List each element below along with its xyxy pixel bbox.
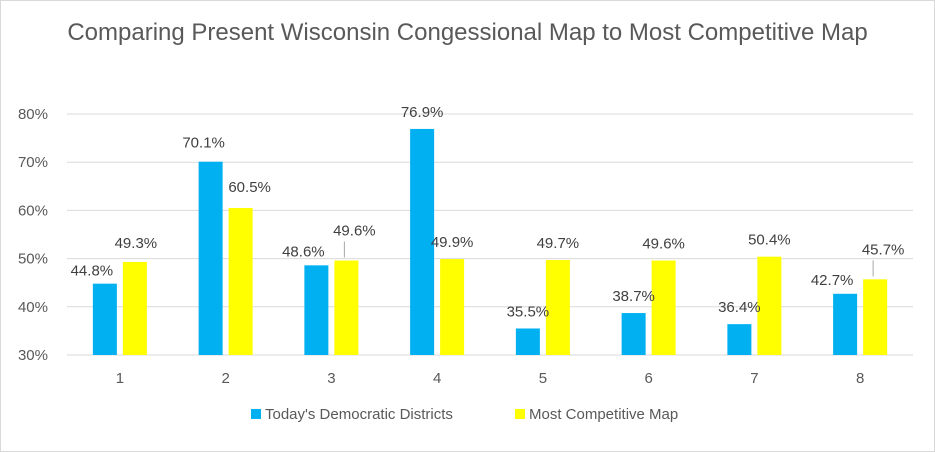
bars xyxy=(92,128,888,355)
bar xyxy=(440,259,465,355)
data-label: 48.6% xyxy=(282,243,325,260)
data-label: 35.5% xyxy=(507,303,550,320)
x-tick-label: 7 xyxy=(750,370,758,387)
x-tick-label: 3 xyxy=(327,370,335,387)
y-tick-label: 40% xyxy=(18,299,48,316)
y-tick-label: 30% xyxy=(18,347,48,364)
data-label: 36.4% xyxy=(718,299,761,316)
bar xyxy=(863,279,888,355)
data-label: 49.6% xyxy=(333,223,376,240)
data-label: 44.8% xyxy=(71,263,114,280)
y-axis: 30% 40% 50% 60% 70% 80% xyxy=(18,106,48,364)
y-tick-label: 80% xyxy=(18,106,48,123)
legend-label: Today's Democratic Districts xyxy=(265,406,453,423)
bar xyxy=(651,260,676,355)
bar xyxy=(757,256,782,355)
x-tick-label: 2 xyxy=(221,370,229,387)
bar xyxy=(228,207,253,355)
x-axis: 1 2 3 4 5 6 7 8 xyxy=(116,370,865,387)
data-label: 49.9% xyxy=(431,234,474,251)
y-tick-label: 60% xyxy=(18,202,48,219)
bar xyxy=(198,161,223,355)
data-labels: 44.8%49.3% 70.1% 60.5% 48.6% 49.6% 76.9% 49.9%… xyxy=(71,104,905,321)
legend-label: Most Competitive Map xyxy=(529,406,678,423)
data-label: 49.6% xyxy=(642,236,685,253)
data-label: 76.9% xyxy=(401,104,444,121)
x-tick-label: 6 xyxy=(644,370,652,387)
x-tick-label: 4 xyxy=(433,370,441,387)
bar xyxy=(545,260,570,355)
bar xyxy=(727,324,752,355)
bar xyxy=(410,128,435,355)
x-tick-label: 8 xyxy=(856,370,864,387)
legend-swatch xyxy=(251,409,261,419)
bar xyxy=(304,265,329,355)
x-tick-label: 5 xyxy=(539,370,547,387)
data-label: 49.3% xyxy=(115,235,158,252)
data-label: 45.7% xyxy=(862,241,905,258)
bar xyxy=(833,293,858,355)
data-label: 50.4% xyxy=(748,232,791,249)
y-tick-label: 70% xyxy=(18,154,48,171)
bar xyxy=(334,260,359,355)
bar xyxy=(621,313,646,355)
data-label: 70.1% xyxy=(182,135,225,152)
y-tick-label: 50% xyxy=(18,251,48,268)
data-label: 38.7% xyxy=(612,288,655,305)
data-label: 60.5% xyxy=(228,179,271,196)
data-label: 49.7% xyxy=(537,235,580,252)
x-tick-label: 1 xyxy=(116,370,124,387)
legend-swatch xyxy=(515,409,525,419)
bar xyxy=(122,261,147,355)
leader-lines xyxy=(343,241,874,277)
bar xyxy=(515,328,540,355)
data-label: 42.7% xyxy=(811,272,854,289)
bar xyxy=(92,283,117,355)
legend: Today's Democratic Districts Most Competi… xyxy=(251,406,678,423)
chart-title: Comparing Present Wisconsin Congessional… xyxy=(67,19,868,46)
